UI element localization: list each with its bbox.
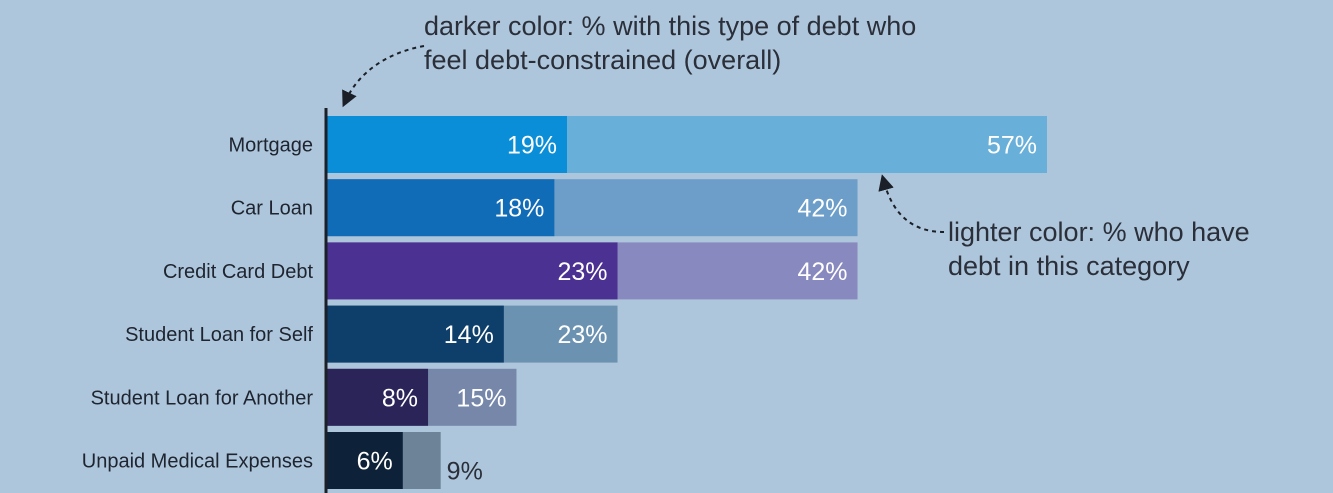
category-label-4: Student Loan for Another xyxy=(91,387,314,409)
bar-label-darker-0: 19% xyxy=(507,132,557,160)
bar-label-darker-3: 14% xyxy=(444,321,494,349)
annotation-arrow-dark xyxy=(342,45,425,108)
bar-label-lighter-1: 42% xyxy=(797,195,847,223)
bar-darker-0 xyxy=(327,116,567,173)
annotation-light-line-1: lighter color: % who have xyxy=(948,217,1250,247)
bar-label-lighter-3: 23% xyxy=(557,321,607,349)
category-label-2: Credit Card Debt xyxy=(163,261,314,283)
annotation-dark-line-1: darker color: % with this type of debt w… xyxy=(424,11,917,41)
category-label-1: Car Loan xyxy=(231,198,313,220)
bar-label-darker-4: 8% xyxy=(382,384,418,412)
bar-label-darker-5: 6% xyxy=(357,448,393,476)
bar-darker-2 xyxy=(327,242,618,300)
bar-label-lighter-2: 42% xyxy=(797,258,847,286)
bar-label-darker-1: 18% xyxy=(494,195,544,223)
category-label-3: Student Loan for Self xyxy=(125,324,313,346)
annotation-arrow-light xyxy=(878,174,945,233)
bar-darker-1 xyxy=(327,179,555,237)
bar-label-lighter-4: 15% xyxy=(456,384,506,412)
category-label-5: Unpaid Medical Expenses xyxy=(82,451,313,473)
annotation-light: lighter color: % who have debt in this c… xyxy=(948,215,1250,283)
annotation-dark-line-2: feel debt-constrained (overall) xyxy=(424,45,782,75)
bar-darker-4 xyxy=(327,368,429,426)
bar-darker-5 xyxy=(327,432,403,489)
category-label-0: Mortgage xyxy=(229,135,314,157)
bar-label-darker-2: 23% xyxy=(557,258,607,286)
bars-group: 19% 57% 18% 42% 23% 42% 14% 23% 8% 15% 6% 9% xyxy=(327,116,1047,489)
annotation-light-line-2: debt in this category xyxy=(948,251,1190,281)
category-labels: Mortgage Car Loan Credit Card Debt Student … xyxy=(82,135,314,473)
bar-label-lighter-5: 9% xyxy=(447,458,483,486)
bar-label-lighter-0: 57% xyxy=(987,132,1037,160)
annotation-dark: darker color: % with this type of debt w… xyxy=(424,9,916,77)
bar-darker-3 xyxy=(327,305,504,363)
